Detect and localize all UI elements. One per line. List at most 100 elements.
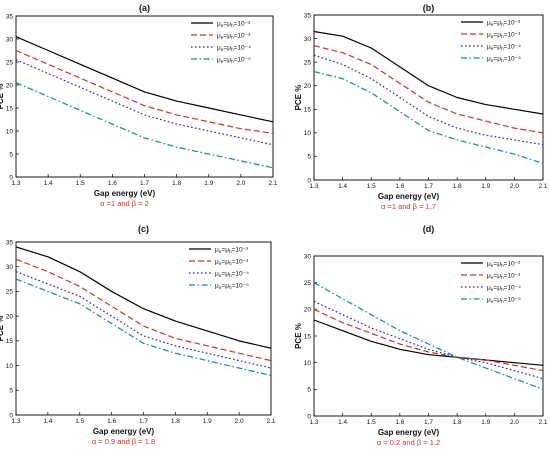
x-tick-label: 2.0 — [510, 419, 519, 426]
y-tick-label: 20 — [304, 307, 312, 314]
chart-panel-0: (a) 1.3 1.4 1.5 1.6 1.7 1.8 1.9 2.0 2.1 0 5 10 15 20 25… — [0, 3, 278, 208]
y-tick-label: 5 — [307, 154, 311, 161]
plot-frame — [15, 15, 274, 178]
plot-frame — [15, 241, 272, 416]
x-tick-label: 2.1 — [266, 418, 275, 425]
y-tick-label: 20 — [6, 82, 14, 89]
x-tick-label: 1.6 — [108, 180, 117, 187]
y-tick-label: 25 — [6, 289, 14, 296]
series-line-3 — [313, 282, 544, 390]
x-tick-label: 2.0 — [510, 183, 519, 190]
y-tick-label: 0 — [9, 174, 13, 181]
y-tick-label: 25 — [304, 59, 312, 66]
x-tick-label: 1.5 — [75, 418, 84, 425]
y-tick-label: 0 — [307, 413, 311, 420]
series-line-0 — [15, 36, 274, 123]
series-line-1 — [313, 45, 544, 134]
parameters-caption: α =1 and β = 2 — [100, 199, 149, 208]
x-tick-label: 1.4 — [44, 180, 53, 187]
y-tick-label: 25 — [6, 59, 14, 66]
y-tick-label: 20 — [304, 83, 312, 90]
series-line-2 — [15, 271, 272, 369]
x-tick-label: 1.8 — [453, 183, 462, 190]
y-tick-label: 15 — [6, 338, 14, 345]
y-axis-title: PCE % — [294, 323, 303, 349]
x-axis-title: Gap energy (eV) — [94, 189, 156, 198]
series-line-0 — [313, 319, 544, 366]
series-line-3 — [313, 70, 544, 165]
y-tick-label: 10 — [6, 128, 14, 135]
plot-frame — [313, 255, 544, 417]
x-tick-label: 1.9 — [481, 419, 490, 426]
legend-label: μe=μh=10⁻⁴ — [215, 270, 249, 279]
chart-panel-3: (d) 1.3 1.4 1.5 1.6 1.7 1.8 1.9 2.0 2.1 0 5 10 15 20 25… — [294, 224, 548, 447]
y-axis-title: PCE % — [294, 85, 303, 111]
x-tick-label: 1.5 — [367, 419, 376, 426]
legend-label: μe=μh=10⁻² — [215, 246, 249, 255]
series-line-2 — [313, 54, 544, 146]
legend-label: μe=μh=10⁻⁵ — [487, 55, 521, 64]
legend-label: μe=μh=10⁻⁴ — [487, 43, 521, 52]
y-tick-label: 35 — [6, 13, 14, 20]
legend-label: μe=μh=10⁻⁴ — [217, 44, 251, 53]
legend-label: μe=μh=10⁻⁵ — [217, 56, 251, 65]
y-tick-label: 15 — [304, 333, 312, 340]
x-tick-label: 1.9 — [203, 418, 212, 425]
x-tick-label: 1.3 — [11, 418, 20, 425]
series-line-0 — [313, 30, 544, 115]
y-tick-label: 30 — [6, 36, 14, 43]
x-tick-label: 1.6 — [395, 183, 404, 190]
x-tick-label: 1.3 — [11, 180, 20, 187]
series-line-1 — [313, 308, 544, 372]
y-axis-title: PCE % — [0, 84, 5, 110]
x-tick-label: 2.1 — [268, 180, 277, 187]
plot-frame — [313, 14, 544, 181]
y-tick-label: 35 — [304, 12, 312, 19]
y-tick-label: 20 — [6, 313, 14, 320]
x-tick-label: 2.0 — [236, 180, 245, 187]
y-tick-label: 30 — [6, 264, 14, 271]
y-tick-label: 15 — [6, 105, 14, 112]
legend-label: μe=μh=10⁻³ — [217, 32, 251, 41]
x-tick-label: 1.7 — [424, 419, 433, 426]
x-tick-label: 2.0 — [235, 418, 244, 425]
legend: μe=μh=10⁻² μe=μh=10⁻³ μe=μh=10⁻⁴ μe=μh=10⁻⁵ — [461, 260, 521, 305]
y-axis-title: PCE % — [0, 316, 5, 342]
legend: μe=μh=10⁻² μe=μh=10⁻³ μe=μh=10⁻⁴ μe=μh=10⁻⁵ — [461, 19, 521, 64]
x-tick-label: 2.1 — [538, 419, 547, 426]
x-tick-label: 1.4 — [338, 183, 347, 190]
y-tick-label: 30 — [304, 36, 312, 43]
y-tick-label: 10 — [304, 130, 312, 137]
parameters-caption: α = 0.9 and β = 1.8 — [92, 437, 155, 446]
x-axis-title: Gap energy (eV) — [378, 428, 440, 437]
x-tick-label: 1.5 — [76, 180, 85, 187]
series-line-1 — [15, 258, 272, 362]
legend-label: μe=μh=10⁻³ — [215, 258, 249, 267]
x-tick-label: 1.8 — [453, 419, 462, 426]
legend-label: μe=μh=10⁻² — [487, 19, 521, 28]
x-tick-label: 1.4 — [338, 419, 347, 426]
parameters-caption: α = 0.2 and β = 1.2 — [377, 438, 440, 447]
y-tick-label: 25 — [304, 280, 312, 287]
x-tick-label: 1.3 — [309, 419, 318, 426]
legend: μe=μh=10⁻² μe=μh=10⁻³ μe=μh=10⁻⁴ μe=μh=10⁻⁵ — [191, 20, 251, 65]
x-tick-label: 1.7 — [424, 183, 433, 190]
panel-label: (b) — [423, 3, 435, 13]
y-tick-label: 10 — [6, 363, 14, 370]
legend-label: μe=μh=10⁻² — [487, 260, 521, 269]
legend-label: μe=μh=10⁻⁴ — [487, 284, 521, 293]
parameters-caption: α =1 and β = 1.7 — [381, 202, 436, 211]
x-tick-label: 1.5 — [367, 183, 376, 190]
legend-label: μe=μh=10⁻⁵ — [215, 282, 249, 291]
legend-label: μe=μh=10⁻² — [217, 20, 251, 29]
legend: μe=μh=10⁻² μe=μh=10⁻³ μe=μh=10⁻⁴ μe=μh=10⁻⁵ — [189, 246, 249, 291]
y-tick-label: 5 — [9, 151, 13, 158]
panel-label: (d) — [423, 224, 435, 234]
x-axis-title: Gap energy (eV) — [378, 192, 440, 201]
series-line-3 — [15, 278, 272, 377]
legend-label: μe=μh=10⁻⁵ — [487, 296, 521, 305]
y-tick-label: 10 — [304, 360, 312, 367]
chart-panel-2: (c) 1.3 1.4 1.5 1.6 1.7 1.8 1.9 2.0 2.1 0 5 10 15 20 25… — [0, 224, 276, 446]
y-tick-label: 15 — [304, 107, 312, 114]
